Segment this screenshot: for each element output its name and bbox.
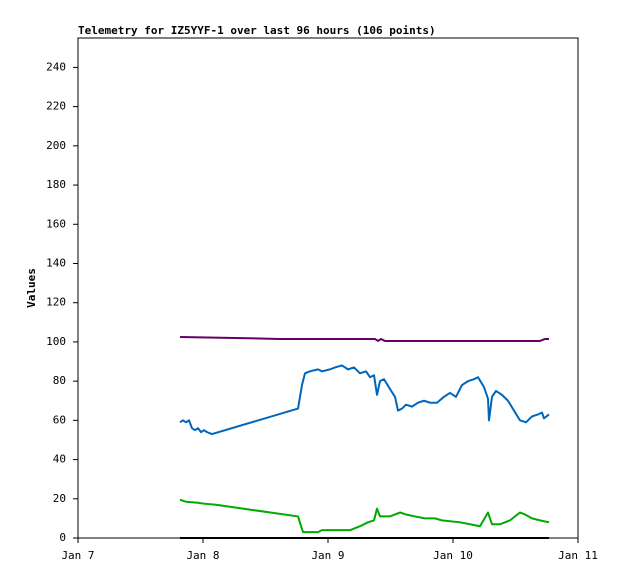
- y-tick-label: 140: [46, 256, 66, 269]
- y-tick-label: 100: [46, 335, 66, 348]
- y-tick-label: 180: [46, 178, 66, 191]
- y-tick-label: 120: [46, 296, 66, 309]
- y-tick-label: 240: [46, 60, 66, 73]
- x-tick-label: Jan 9: [311, 549, 344, 562]
- series-line: [179, 336, 549, 342]
- y-tick-label: 200: [46, 139, 66, 152]
- series-line: [179, 498, 550, 534]
- x-tick-label: Jan 8: [186, 549, 219, 562]
- y-tick-label: 0: [59, 531, 66, 544]
- y-tick-label: 20: [53, 492, 66, 505]
- y-tick-label: 60: [53, 413, 66, 426]
- y-tick-label: 40: [53, 453, 66, 466]
- y-axis-label: Values: [25, 268, 38, 308]
- y-tick-label: 160: [46, 217, 66, 230]
- y-tick-label: 80: [53, 374, 66, 387]
- y-tick-label: 220: [46, 100, 66, 113]
- x-tick-label: Jan 10: [433, 549, 473, 562]
- x-tick-label: Jan 11: [558, 549, 598, 562]
- series-line: [179, 364, 550, 436]
- x-tick-label: Jan 7: [61, 549, 94, 562]
- chart-title: Telemetry for IZ5YYF-1 over last 96 hour…: [78, 24, 436, 37]
